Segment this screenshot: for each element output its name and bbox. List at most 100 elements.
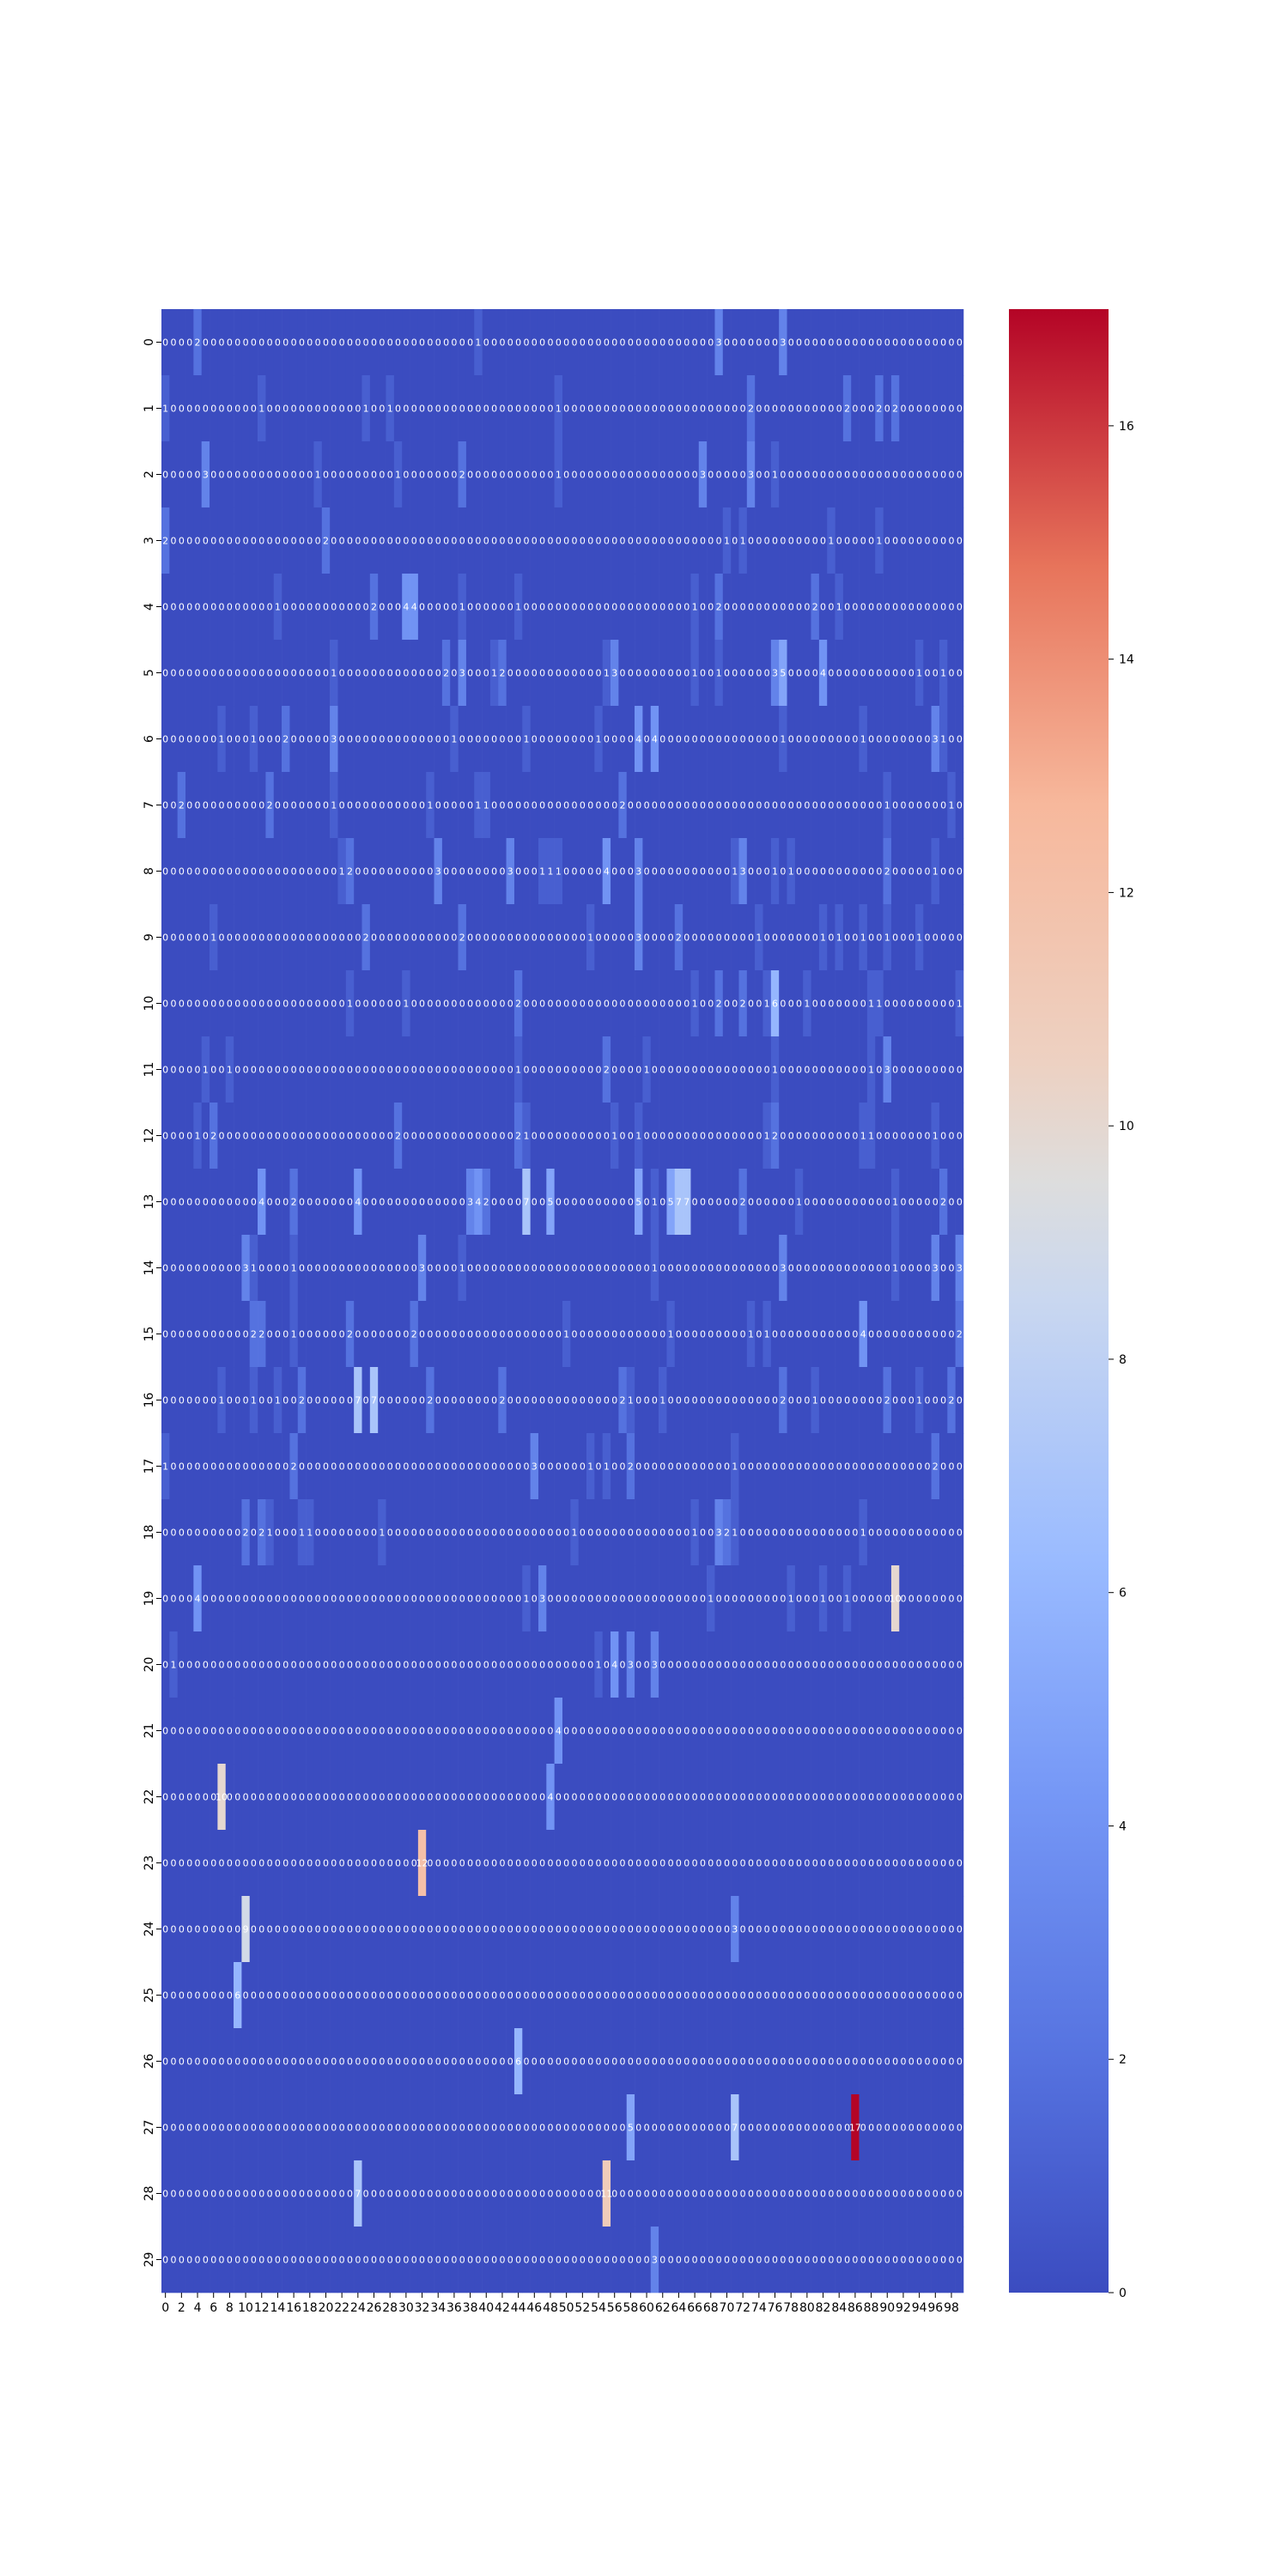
heatmap-cell: [289, 1631, 299, 1698]
heatmap-cell: [402, 441, 410, 508]
heatmap-cell: [354, 1631, 362, 1698]
cell-value-label: 0: [900, 800, 906, 811]
cell-value-label: 0: [957, 337, 963, 349]
cell-value-label: 0: [716, 1461, 722, 1473]
heatmap-cell: [762, 706, 772, 773]
cell-value-label: 0: [668, 1461, 674, 1473]
heatmap-cell: [345, 507, 355, 574]
heatmap-cell: [354, 1830, 362, 1897]
heatmap-cell: [939, 1896, 948, 1963]
cell-value-label: 0: [331, 470, 337, 481]
cell-value-label: 0: [852, 668, 858, 679]
cell-value-label: 0: [403, 1528, 409, 1539]
cell-value-label: 0: [852, 404, 858, 415]
heatmap-cell: [611, 1698, 619, 1765]
heatmap-cell: [498, 507, 507, 574]
heatmap-cell: [914, 309, 924, 376]
heatmap-cell: [354, 1169, 362, 1236]
heatmap-cell: [851, 1433, 860, 1500]
heatmap-cell: [883, 1631, 892, 1698]
cell-value-label: 0: [692, 404, 698, 415]
cell-value-label: 0: [475, 668, 481, 679]
heatmap-cell: [530, 441, 539, 508]
cell-value-label: 0: [908, 734, 914, 745]
heatmap-cell: [417, 1301, 427, 1368]
cell-value-label: 0: [419, 999, 425, 1010]
cell-value-label: 0: [732, 1395, 738, 1406]
heatmap-cell: [746, 375, 756, 442]
heatmap-cell: [193, 1367, 202, 1434]
heatmap-cell: [762, 309, 772, 376]
heatmap-cell: [498, 1103, 507, 1170]
cell-value-label: 0: [219, 602, 225, 613]
cell-value-label: 0: [547, 470, 553, 481]
heatmap-cell: [330, 706, 338, 773]
heatmap-cell: [666, 1698, 676, 1765]
heatmap-cell: [289, 2094, 299, 2161]
heatmap-cell: [690, 1235, 700, 1302]
heatmap-cell: [265, 772, 275, 839]
heatmap-cell: [931, 1565, 940, 1632]
heatmap-cell: [361, 1499, 371, 1566]
heatmap-cell: [835, 574, 844, 641]
heatmap-cell: [378, 1830, 386, 1897]
cell-value-label: 0: [620, 999, 626, 1010]
heatmap-cell: [369, 1565, 379, 1632]
heatmap-cell: [450, 706, 459, 773]
heatmap-cell: [417, 1764, 427, 1831]
heatmap-cell: [642, 1235, 652, 1302]
heatmap-cell: [522, 1499, 531, 1566]
cell-value-label: 0: [628, 933, 634, 944]
cell-value-label: 0: [844, 1263, 850, 1274]
heatmap-cell: [426, 640, 434, 707]
heatmap-cell: [674, 1499, 683, 1566]
cell-value-label: 0: [708, 602, 714, 613]
heatmap-cell: [731, 640, 739, 707]
heatmap-cell: [554, 1235, 563, 1302]
heatmap-cell: [201, 772, 210, 839]
cell-value-label: 0: [892, 933, 898, 944]
heatmap-cell: [361, 1169, 371, 1236]
heatmap-cell: [827, 1830, 835, 1897]
cell-value-label: 0: [587, 1065, 593, 1076]
cell-value-label: 0: [572, 999, 578, 1010]
heatmap-cell: [306, 1103, 314, 1170]
cell-value-label: 0: [491, 1065, 497, 1076]
cell-value-label: 0: [547, 1528, 553, 1539]
cell-value-label: 0: [587, 999, 593, 1010]
heatmap-cell: [345, 1235, 355, 1302]
heatmap-cell: [465, 441, 475, 508]
cell-value-label: 0: [635, 1263, 641, 1274]
cell-value-label: 0: [900, 1131, 906, 1142]
heatmap-cell: [241, 1103, 251, 1170]
heatmap-cell: [907, 1499, 916, 1566]
heatmap-cell: [369, 772, 379, 839]
heatmap-cell: [674, 1631, 683, 1698]
cell-value-label: 0: [547, 1065, 553, 1076]
heatmap-cell: [554, 1036, 563, 1103]
heatmap-cell: [907, 904, 916, 971]
heatmap-cell: [489, 1830, 499, 1897]
heatmap-cell: [594, 1698, 603, 1765]
heatmap-cell: [818, 1764, 828, 1831]
heatmap-cell: [241, 1830, 251, 1897]
heatmap-cell: [169, 309, 178, 376]
heatmap-cell: [859, 1896, 868, 1963]
cell-value-label: 0: [668, 1263, 674, 1274]
heatmap-cell: [642, 772, 652, 839]
heatmap-cell: [169, 1962, 178, 2029]
heatmap-cell: [169, 904, 178, 971]
heatmap-cell: [866, 1301, 876, 1368]
cell-value-label: 0: [908, 933, 914, 944]
heatmap-cell: [818, 838, 828, 905]
heatmap-cell: [787, 1301, 796, 1368]
heatmap-cell: [361, 1830, 371, 1897]
heatmap-cell: [931, 375, 940, 442]
heatmap-cell: [931, 970, 940, 1037]
cell-value-label: 0: [355, 470, 361, 481]
cell-value-label: 3: [459, 668, 465, 679]
cell-value-label: 0: [275, 668, 281, 679]
heatmap-cell: [450, 904, 459, 971]
cell-value-label: 0: [234, 999, 240, 1010]
heatmap-cell: [426, 1896, 434, 1963]
